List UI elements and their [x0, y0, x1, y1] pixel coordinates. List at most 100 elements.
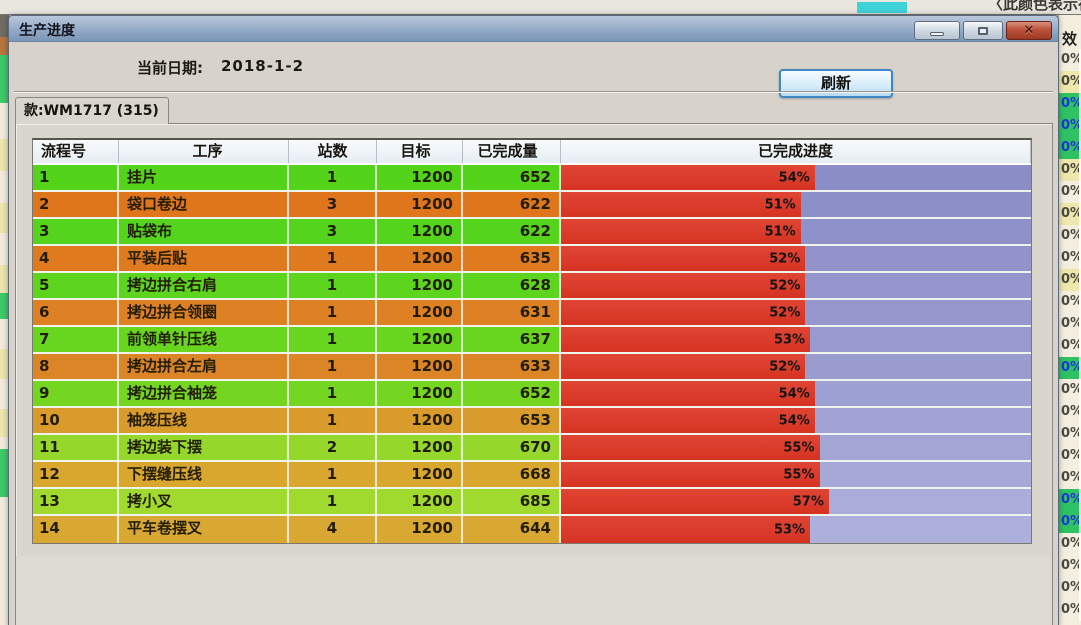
cell-process: 拷边拼合左肩 — [119, 354, 289, 379]
window-controls: ✕ — [914, 21, 1052, 40]
background-right-column: 效 0% 0% 0% 0% 0% 0% 0% 0% 0% 0% 0% 0% 0% 0% 0% 0% 0% 0% 0%… — [1059, 15, 1081, 625]
table-row[interactable]: 3 贴袋布 3 1200 622 51% — [33, 219, 1031, 246]
header-stations: 站数 — [289, 140, 377, 163]
cell-process: 拷边拼合袖笼 — [119, 381, 289, 406]
progress-percent-label: 51% — [764, 224, 796, 239]
header-process: 工序 — [119, 140, 289, 163]
refresh-button[interactable]: 刷新 — [779, 69, 893, 98]
efficiency-cell: 0% — [1059, 533, 1081, 555]
table-row[interactable]: 1 挂片 1 1200 652 54% — [33, 165, 1031, 192]
cell-flow-no: 9 — [33, 381, 119, 406]
background-color-block — [0, 449, 9, 497]
maximize-icon — [978, 26, 988, 35]
cell-progress: 52% — [561, 354, 1031, 379]
cell-target: 1200 — [377, 354, 463, 379]
progress-bar-track: 51% — [561, 219, 1031, 244]
progress-percent-label: 54% — [778, 170, 810, 185]
progress-bar-track: 54% — [561, 408, 1031, 433]
progress-bar-track: 57% — [561, 489, 1031, 514]
cell-completed: 622 — [463, 192, 561, 217]
cell-stations: 1 — [289, 327, 377, 352]
cell-flow-no: 10 — [33, 408, 119, 433]
cell-stations: 1 — [289, 165, 377, 190]
background-color-block — [0, 349, 9, 379]
cell-stations: 2 — [289, 435, 377, 460]
efficiency-cell: 0% — [1059, 115, 1081, 137]
table-row[interactable]: 9 拷边拼合袖笼 1 1200 652 54% — [33, 381, 1031, 408]
progress-percent-label: 51% — [764, 197, 796, 212]
efficiency-cell: 0% — [1059, 225, 1081, 247]
table-row[interactable]: 8 拷边拼合左肩 1 1200 633 52% — [33, 354, 1031, 381]
background-color-block — [0, 103, 9, 139]
header-flow-no: 流程号 — [33, 140, 119, 163]
current-date-label: 当前日期: — [137, 59, 203, 77]
table-header-row: 流程号 工序 站数 目标 已完成量 已完成进度 — [33, 140, 1031, 165]
cell-target: 1200 — [377, 462, 463, 487]
progress-bar-fill: 53% — [561, 516, 811, 543]
progress-bar-track: 52% — [561, 273, 1031, 298]
progress-bar-fill: 54% — [561, 408, 815, 433]
progress-bar-fill: 53% — [561, 327, 811, 352]
cell-progress: 52% — [561, 300, 1031, 325]
window-titlebar[interactable]: 生产进度 ✕ — [9, 16, 1058, 42]
current-date-value: 2018-1-2 — [221, 57, 305, 75]
cell-completed: 644 — [463, 516, 561, 543]
table-row[interactable]: 12 下摆缝压线 1 1200 668 55% — [33, 462, 1031, 489]
table-row[interactable]: 2 袋口卷边 3 1200 622 51% — [33, 192, 1031, 219]
cell-progress: 55% — [561, 435, 1031, 460]
progress-percent-label: 52% — [769, 278, 801, 293]
progress-bar-track: 51% — [561, 192, 1031, 217]
cell-process: 贴袋布 — [119, 219, 289, 244]
background-color-block — [0, 409, 9, 437]
cell-flow-no: 14 — [33, 516, 119, 543]
cell-target: 1200 — [377, 300, 463, 325]
cell-progress: 53% — [561, 327, 1031, 352]
minimize-button[interactable] — [914, 21, 960, 40]
cell-target: 1200 — [377, 273, 463, 298]
table-row[interactable]: 14 平车卷摆叉 4 1200 644 53% — [33, 516, 1031, 543]
cell-flow-no: 1 — [33, 165, 119, 190]
cell-flow-no: 2 — [33, 192, 119, 217]
efficiency-cell: 0% — [1059, 467, 1081, 489]
background-color-block — [0, 437, 9, 449]
cell-stations: 1 — [289, 300, 377, 325]
table-row[interactable]: 13 拷小叉 1 1200 685 57% — [33, 489, 1031, 516]
efficiency-cell: 0% — [1059, 313, 1081, 335]
efficiency-cell: 0% — [1059, 555, 1081, 577]
cell-stations: 1 — [289, 381, 377, 406]
efficiency-cell: 0% — [1059, 335, 1081, 357]
maximize-button[interactable] — [963, 21, 1003, 40]
efficiency-cell: 0% — [1059, 93, 1081, 115]
progress-bar-fill: 51% — [561, 219, 801, 244]
progress-bar-fill: 52% — [561, 300, 806, 325]
progress-table-body: 1 挂片 1 1200 652 54% 2 袋口卷边 3 1200 622 51… — [33, 165, 1031, 543]
table-row[interactable]: 6 拷边拼合领圈 1 1200 631 52% — [33, 300, 1031, 327]
cell-completed: 631 — [463, 300, 561, 325]
table-row[interactable]: 5 拷边拼合右肩 1 1200 628 52% — [33, 273, 1031, 300]
background-color-block — [0, 293, 9, 319]
progress-percent-label: 52% — [769, 251, 801, 266]
progress-percent-label: 55% — [783, 467, 815, 482]
cell-completed: 652 — [463, 165, 561, 190]
background-color-block — [0, 55, 9, 103]
cell-process: 拷边拼合右肩 — [119, 273, 289, 298]
efficiency-column-header: 效 — [1062, 30, 1078, 48]
efficiency-cell: 0% — [1059, 599, 1081, 621]
background-color-block — [0, 233, 9, 265]
table-row[interactable]: 11 拷边装下摆 2 1200 670 55% — [33, 435, 1031, 462]
progress-bar-fill: 51% — [561, 192, 801, 217]
cell-progress: 54% — [561, 408, 1031, 433]
table-row[interactable]: 10 袖笼压线 1 1200 653 54% — [33, 408, 1031, 435]
header-progress: 已完成进度 — [561, 140, 1031, 163]
progress-bar-fill: 54% — [561, 381, 815, 406]
cell-flow-no: 13 — [33, 489, 119, 514]
tab-style-wm1717[interactable]: 款:WM1717 (315) — [15, 97, 169, 124]
table-row[interactable]: 7 前领单针压线 1 1200 637 53% — [33, 327, 1031, 354]
table-row[interactable]: 4 平装后贴 1 1200 635 52% — [33, 246, 1031, 273]
cell-stations: 3 — [289, 192, 377, 217]
progress-bar-track: 52% — [561, 246, 1031, 271]
close-button[interactable]: ✕ — [1006, 21, 1052, 40]
cell-progress: 53% — [561, 516, 1031, 543]
cell-target: 1200 — [377, 435, 463, 460]
cell-target: 1200 — [377, 381, 463, 406]
